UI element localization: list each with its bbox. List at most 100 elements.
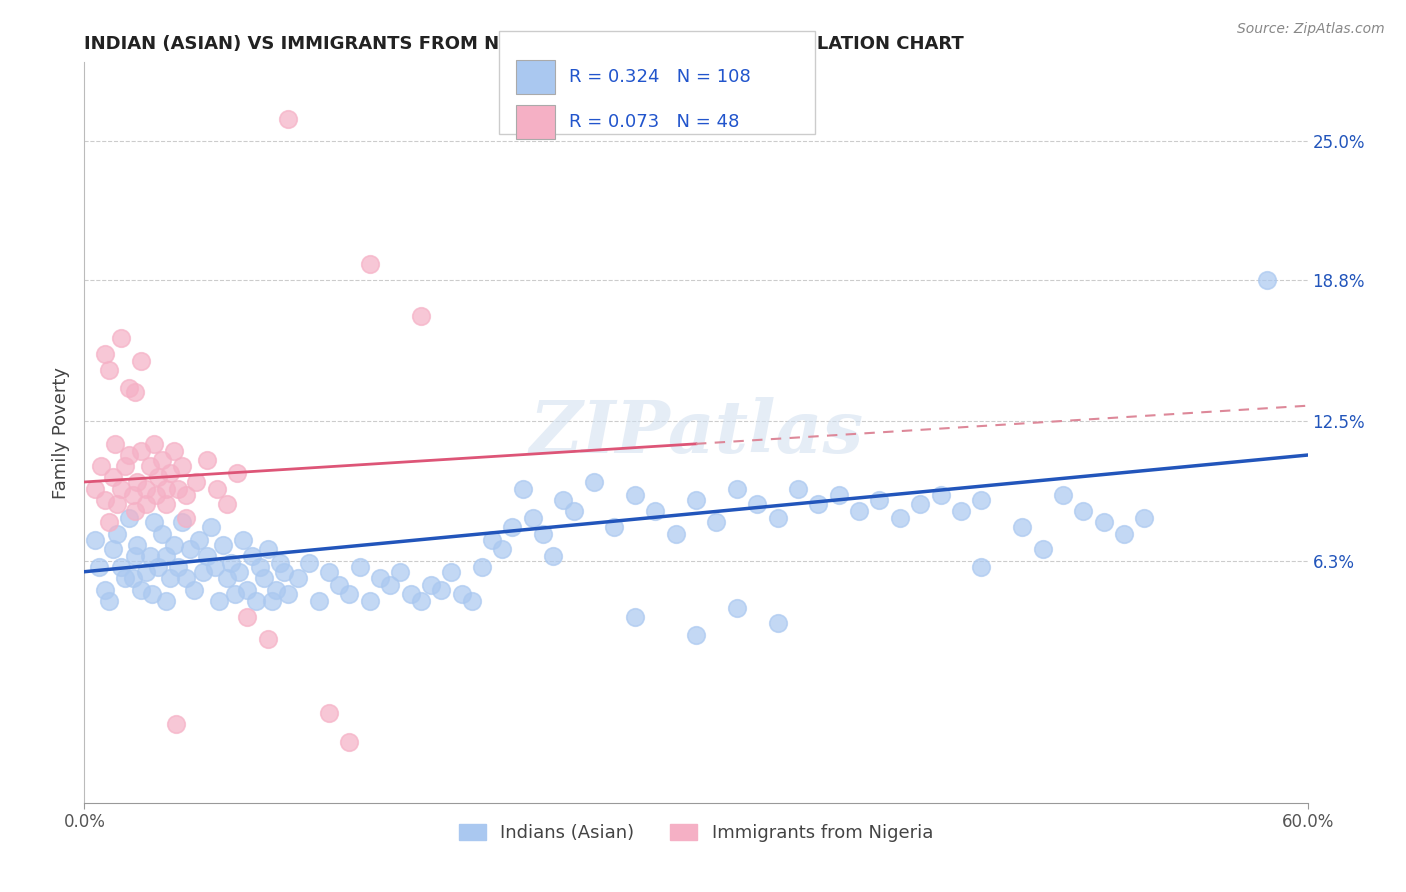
Point <box>135 565 157 579</box>
Point <box>122 571 145 585</box>
Point <box>135 497 157 511</box>
Text: ZIPatlas: ZIPatlas <box>529 397 863 468</box>
Point <box>105 497 128 511</box>
Point <box>1011 520 1033 534</box>
Point <box>150 526 173 541</box>
Point <box>195 549 218 563</box>
Point <box>1073 504 1095 518</box>
Point <box>583 475 606 489</box>
Point <box>167 482 190 496</box>
Point <box>124 504 146 518</box>
Point <box>368 571 391 585</box>
Point <box>131 354 153 368</box>
Point <box>187 533 209 548</box>
Point <box>1052 488 1074 502</box>
Point <box>389 565 412 579</box>
Point <box>179 542 201 557</box>
Point <box>97 363 120 377</box>
Point <box>150 452 173 467</box>
Point <box>87 560 110 574</box>
Point <box>685 492 707 507</box>
Point <box>318 565 340 579</box>
Point <box>105 526 128 541</box>
Point <box>257 632 280 646</box>
Point <box>131 582 153 597</box>
Point <box>141 587 163 601</box>
Point <box>277 587 299 601</box>
Point <box>232 533 254 548</box>
Point <box>118 381 141 395</box>
Point <box>287 571 309 585</box>
Point <box>110 560 132 574</box>
Point <box>174 571 197 585</box>
Point <box>167 560 190 574</box>
Point <box>706 516 728 530</box>
Text: Source: ZipAtlas.com: Source: ZipAtlas.com <box>1237 22 1385 37</box>
Point <box>155 497 177 511</box>
Point <box>226 466 249 480</box>
Point <box>450 587 472 601</box>
Y-axis label: Family Poverty: Family Poverty <box>52 367 70 499</box>
Point <box>114 571 136 585</box>
Point <box>430 582 453 597</box>
Point <box>869 492 891 507</box>
Point <box>522 511 544 525</box>
Point <box>787 482 810 496</box>
Point <box>142 437 165 451</box>
Point <box>205 482 228 496</box>
Point <box>217 497 239 511</box>
Point <box>155 549 177 563</box>
Point <box>110 482 132 496</box>
Point <box>1032 542 1054 557</box>
Point <box>269 556 291 570</box>
Point <box>399 587 422 601</box>
Point <box>298 556 321 570</box>
Point <box>471 560 494 574</box>
Point <box>502 520 524 534</box>
Point <box>725 482 748 496</box>
Point <box>950 504 973 518</box>
Point <box>420 578 443 592</box>
Point <box>481 533 503 548</box>
Point <box>970 560 993 574</box>
Point <box>124 385 146 400</box>
Point <box>553 492 575 507</box>
Point <box>339 735 361 749</box>
Point <box>145 488 167 502</box>
Point <box>172 459 194 474</box>
Point <box>260 594 283 608</box>
Point <box>200 520 222 534</box>
Point <box>208 594 231 608</box>
Point <box>97 594 120 608</box>
Point <box>90 459 112 474</box>
Point <box>174 511 197 525</box>
Point <box>747 497 769 511</box>
Point <box>910 497 932 511</box>
Point <box>249 560 271 574</box>
Point <box>491 542 513 557</box>
Point <box>118 511 141 525</box>
Point <box>83 482 105 496</box>
Point <box>240 549 263 563</box>
Point <box>93 492 115 507</box>
Point <box>889 511 911 525</box>
Point <box>93 347 115 361</box>
Point <box>93 582 115 597</box>
Point <box>461 594 484 608</box>
Point <box>236 609 259 624</box>
Point <box>766 511 789 525</box>
Point <box>83 533 105 548</box>
Point <box>929 488 952 502</box>
Point <box>186 475 208 489</box>
Point <box>624 488 647 502</box>
Point <box>624 609 647 624</box>
Point <box>257 542 280 557</box>
Point <box>114 459 136 474</box>
Point <box>163 538 186 552</box>
Point <box>97 516 120 530</box>
Point <box>228 565 250 579</box>
Point <box>339 587 361 601</box>
Point <box>543 549 565 563</box>
Point <box>603 520 626 534</box>
Point <box>512 482 534 496</box>
